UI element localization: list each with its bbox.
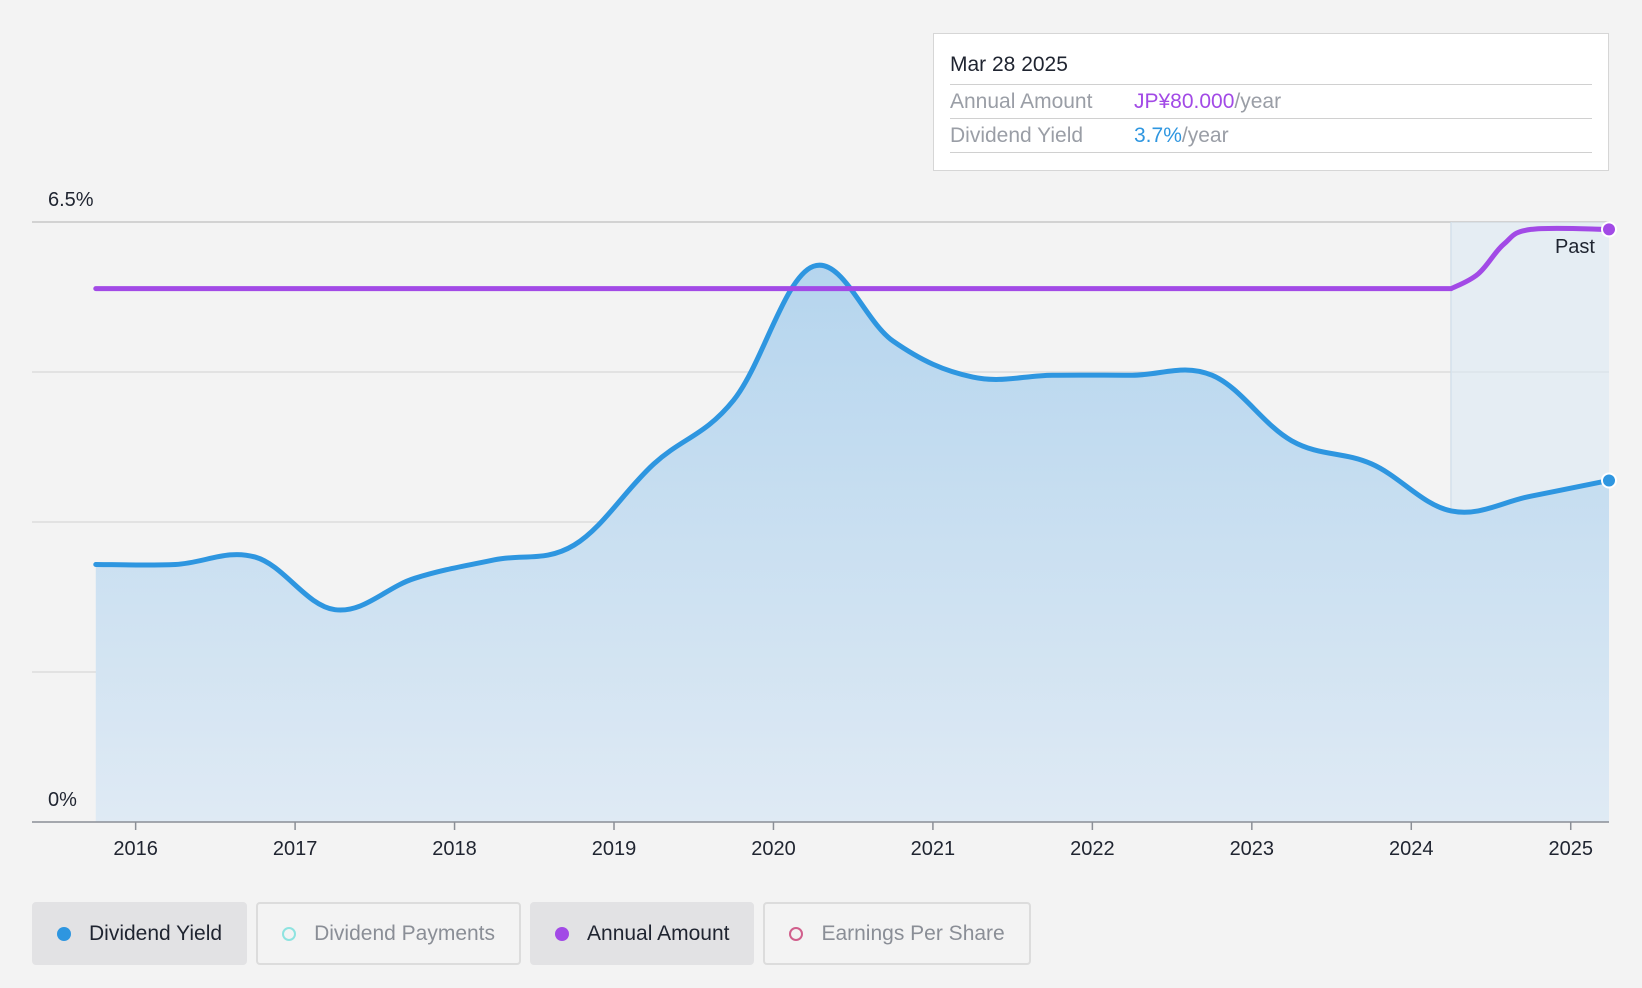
x-tick-label: 2017 bbox=[273, 838, 318, 860]
dividend-yield-area bbox=[95, 265, 1609, 822]
legend-label: Earnings Per Share bbox=[821, 921, 1005, 945]
tooltip-annual-row: Annual Amount JP¥80.000 /year bbox=[950, 85, 1592, 119]
dividend-yield-end-point bbox=[1601, 472, 1617, 489]
y-tick-label-top: 6.5% bbox=[48, 189, 94, 211]
legend-label: Annual Amount bbox=[587, 921, 730, 945]
tooltip: Mar 28 2025 Annual Amount JP¥80.000 /yea… bbox=[933, 33, 1609, 171]
legend-annual-amount-button[interactable]: Annual Amount bbox=[530, 902, 755, 965]
x-tick-label: 2021 bbox=[911, 838, 956, 860]
annual-amount-end-point bbox=[1601, 221, 1617, 238]
x-tick-label: 2024 bbox=[1389, 838, 1434, 860]
tooltip-annual-value: JP¥80.000 bbox=[1134, 90, 1235, 113]
tooltip-yield-unit: /year bbox=[1181, 124, 1229, 147]
y-tick-label-bottom: 0% bbox=[48, 789, 77, 811]
x-tick-label: 2019 bbox=[592, 838, 637, 860]
x-tick-label: 2025 bbox=[1548, 838, 1593, 860]
x-tick-label: 2020 bbox=[751, 838, 796, 860]
earnings-per-share-dot-icon bbox=[789, 926, 804, 941]
tooltip-date: Mar 28 2025 bbox=[950, 50, 1592, 85]
legend-label: Dividend Yield bbox=[89, 921, 223, 945]
legend-dividend-yield-button[interactable]: Dividend Yield bbox=[32, 902, 248, 965]
legend-earnings-per-share-button[interactable]: Earnings Per Share bbox=[763, 902, 1031, 965]
x-tick-label: 2016 bbox=[113, 838, 158, 860]
legend-dividend-payments-button[interactable]: Dividend Payments bbox=[256, 902, 522, 965]
past-label: Past bbox=[1555, 236, 1595, 258]
tooltip-annual-unit: /year bbox=[1234, 90, 1282, 113]
legend-label: Dividend Payments bbox=[314, 921, 496, 945]
tooltip-yield-row: Dividend Yield 3.7% /year bbox=[950, 119, 1592, 153]
dividend-payments-dot-icon bbox=[282, 926, 297, 941]
x-tick-label: 2023 bbox=[1230, 838, 1275, 860]
x-axis: 2016 2017 2018 2019 2020 2021 2022 2023 2024 2025 bbox=[32, 821, 1609, 860]
annual-amount-line bbox=[93, 225, 1612, 292]
tooltip-annual-label: Annual Amount bbox=[950, 90, 1093, 113]
x-tick-label: 2022 bbox=[1070, 838, 1115, 860]
x-tick-label: 2018 bbox=[432, 838, 477, 860]
tooltip-yield-label: Dividend Yield bbox=[950, 124, 1084, 147]
dividend-yield-dot-icon bbox=[57, 926, 71, 941]
legend: Dividend Yield Dividend Payments Annual … bbox=[32, 902, 1040, 965]
tooltip-yield-value: 3.7% bbox=[1134, 124, 1182, 147]
dividend-yield-line bbox=[93, 262, 1612, 613]
annual-amount-dot-icon bbox=[555, 926, 570, 941]
dividend-chart: 6.5% 0% Past 2016 2017 2018 2019 2020 2021 202… bbox=[32, 189, 1617, 860]
